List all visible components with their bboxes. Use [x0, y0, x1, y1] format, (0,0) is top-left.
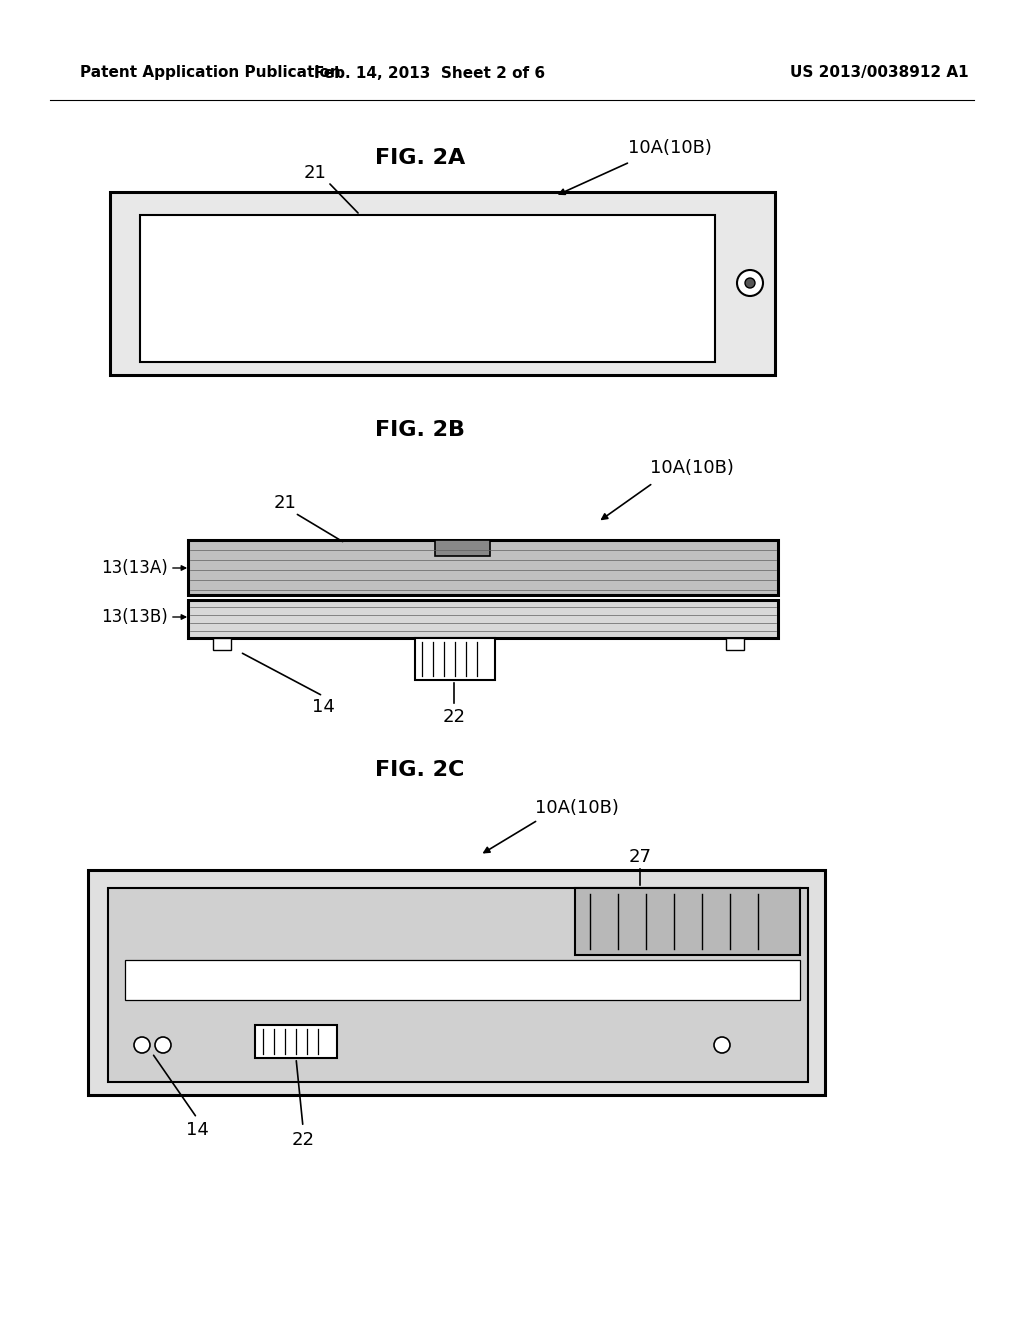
FancyBboxPatch shape — [255, 1026, 337, 1059]
Text: 10A(10B): 10A(10B) — [628, 139, 712, 157]
FancyBboxPatch shape — [140, 215, 715, 362]
Text: Patent Application Publication: Patent Application Publication — [80, 66, 341, 81]
Text: FIG. 2C: FIG. 2C — [376, 760, 465, 780]
Text: 14: 14 — [185, 1121, 209, 1139]
FancyBboxPatch shape — [188, 601, 778, 638]
Text: 22: 22 — [442, 708, 466, 726]
FancyBboxPatch shape — [726, 638, 744, 649]
Text: Feb. 14, 2013  Sheet 2 of 6: Feb. 14, 2013 Sheet 2 of 6 — [314, 66, 546, 81]
FancyBboxPatch shape — [125, 960, 800, 1001]
FancyBboxPatch shape — [575, 888, 800, 954]
Text: 27: 27 — [629, 847, 651, 866]
Circle shape — [155, 1038, 171, 1053]
Text: 10A(10B): 10A(10B) — [650, 459, 734, 477]
Circle shape — [745, 279, 755, 288]
Text: 10A(10B): 10A(10B) — [535, 799, 618, 817]
FancyBboxPatch shape — [435, 540, 490, 556]
Text: 21: 21 — [303, 164, 327, 182]
Text: 14: 14 — [311, 698, 335, 715]
Text: FIG. 2A: FIG. 2A — [375, 148, 465, 168]
FancyBboxPatch shape — [188, 540, 778, 595]
FancyBboxPatch shape — [88, 870, 825, 1096]
Circle shape — [714, 1038, 730, 1053]
Text: 22: 22 — [292, 1131, 314, 1148]
FancyBboxPatch shape — [415, 638, 495, 680]
Text: FIG. 2B: FIG. 2B — [375, 420, 465, 440]
FancyBboxPatch shape — [213, 638, 231, 649]
FancyBboxPatch shape — [456, 638, 474, 649]
Text: US 2013/0038912 A1: US 2013/0038912 A1 — [790, 66, 969, 81]
Text: 21: 21 — [273, 494, 296, 512]
Text: 13(13A): 13(13A) — [101, 558, 168, 577]
Text: 13(13B): 13(13B) — [101, 609, 168, 626]
FancyBboxPatch shape — [108, 888, 808, 1082]
Circle shape — [737, 271, 763, 296]
FancyBboxPatch shape — [110, 191, 775, 375]
Circle shape — [134, 1038, 150, 1053]
